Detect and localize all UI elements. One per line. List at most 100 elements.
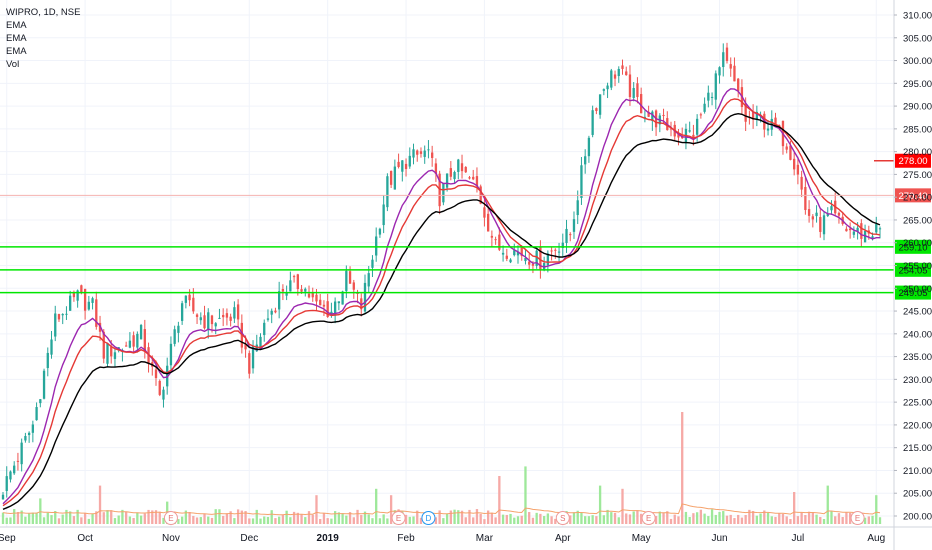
volume-bar: [793, 492, 796, 524]
candle-body: [259, 336, 262, 349]
volume-bar: [584, 516, 587, 524]
volume-bar: [367, 514, 370, 524]
volume-bar: [710, 509, 714, 524]
candle-body: [789, 145, 792, 160]
volume-bar: [628, 514, 632, 524]
volume-bar: [263, 516, 266, 524]
indicator-ema-2[interactable]: EMA: [6, 33, 27, 44]
volume-bar: [576, 510, 579, 524]
candle-body: [289, 280, 292, 292]
candle-body: [860, 223, 863, 239]
volume-bar: [804, 515, 807, 524]
volume-bar: [207, 516, 210, 524]
volume-bar: [106, 510, 109, 524]
volume-bar: [744, 515, 747, 524]
candle-body: [169, 343, 173, 366]
candle-body: [106, 343, 109, 364]
volume-bar: [61, 514, 64, 524]
candle-body: [158, 380, 161, 395]
candle-body: [143, 329, 146, 352]
volume-bar: [725, 515, 729, 524]
volume-ma-line: [2, 503, 881, 516]
y-tick-label: 270.00: [903, 193, 932, 204]
volume-bar: [192, 515, 195, 524]
volume-bar: [591, 515, 594, 524]
volume-bar: [442, 518, 445, 524]
volume-bar: [278, 516, 281, 524]
candle-body: [453, 172, 456, 180]
volume-bar: [13, 509, 16, 524]
volume-bar: [695, 512, 699, 524]
volume-bar: [766, 512, 770, 524]
volume-bar: [91, 514, 94, 524]
candle-body: [457, 159, 460, 172]
candle-body: [490, 235, 494, 238]
candle-body: [464, 167, 467, 173]
candle-body: [50, 339, 53, 355]
volume-bar: [531, 517, 535, 524]
volume-bar: [516, 516, 520, 524]
candle-body: [793, 158, 796, 170]
volume-bar: [662, 512, 665, 524]
x-tick-label: Jul: [791, 533, 804, 544]
candle-body: [431, 152, 434, 158]
symbol-header[interactable]: WIPRO, 1D, NSE: [6, 7, 81, 18]
candle-body: [695, 118, 699, 135]
grid: [0, 0, 894, 527]
volume-bar: [20, 510, 23, 524]
candle-body: [826, 213, 829, 216]
volume-bar: [46, 512, 49, 524]
candle-body: [729, 64, 732, 69]
candle-body: [20, 442, 23, 465]
candle-body: [345, 270, 348, 292]
candle-body: [285, 292, 288, 296]
indicator-ema-3[interactable]: EMA: [6, 46, 27, 57]
volume-bar: [621, 488, 624, 524]
volume-bar: [121, 509, 124, 524]
candle-body: [632, 88, 635, 98]
candle-body: [662, 114, 665, 116]
volume-bar: [128, 516, 132, 524]
candle-body: [815, 212, 818, 217]
volume-bar: [498, 476, 501, 524]
volume-bar: [542, 516, 546, 524]
volume-bar: [871, 515, 874, 524]
candle-body: [531, 263, 535, 266]
volume-bar: [625, 513, 628, 524]
candle-body: [139, 325, 143, 340]
x-tick-label: Dec: [240, 533, 258, 544]
y-tick-label: 245.00: [903, 307, 932, 318]
indicator-ema-1[interactable]: EMA: [6, 20, 27, 31]
volume-bar: [371, 518, 374, 524]
y-tick-label: 220.00: [903, 420, 932, 431]
candle-body: [625, 71, 628, 76]
volume-bar: [468, 509, 471, 524]
y-tick-label: 250.00: [903, 284, 932, 295]
indicator-volume[interactable]: Vol: [6, 59, 20, 70]
price-tag-bg: [895, 153, 931, 168]
volume-bar: [479, 513, 482, 524]
volume-bar: [251, 518, 255, 524]
candle-body: [326, 301, 329, 317]
candle-body: [598, 94, 602, 115]
candle-body: [714, 73, 717, 100]
volume-bar: [811, 512, 814, 524]
candle-body: [863, 230, 867, 243]
event-marker: [555, 511, 570, 525]
volume-bar: [789, 519, 792, 524]
volume-bar: [83, 512, 87, 524]
candle-body: [408, 155, 411, 167]
event-marker-letter: E: [855, 514, 860, 523]
candle-body: [722, 52, 725, 68]
y-tick-label: 285.00: [903, 124, 932, 135]
price-tag-bg: [895, 285, 931, 300]
volume-bars: [1, 412, 882, 524]
candle-body: [516, 251, 520, 256]
candle-body: [91, 298, 94, 303]
volume-bar: [654, 516, 658, 524]
candle-body: [248, 353, 251, 374]
volume-bar: [375, 488, 378, 524]
volume-bar: [5, 517, 8, 524]
